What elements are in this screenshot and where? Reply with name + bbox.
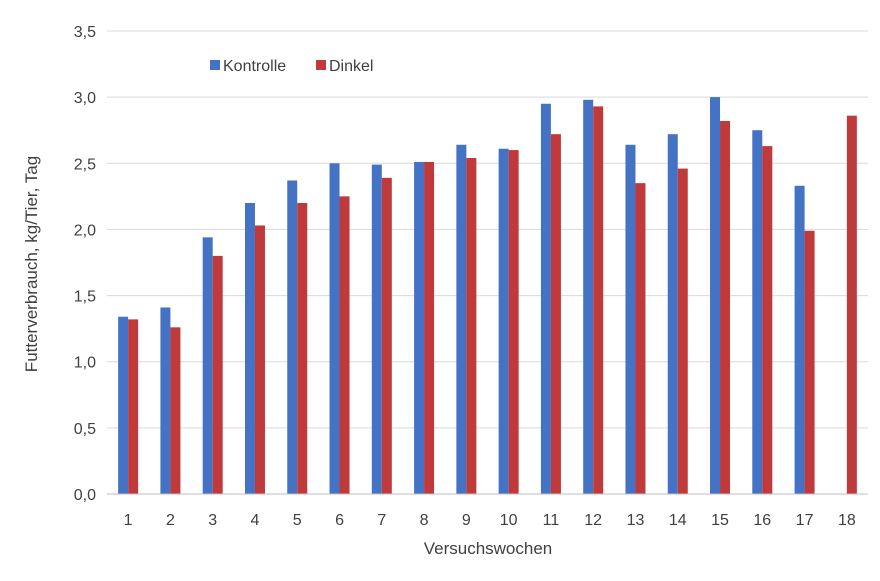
axes: 0,00,51,01,52,02,53,03,51 2 3 4 5 6 7 8 9 10 11 12 1… — [74, 24, 868, 529]
bar-kontrolle-6 — [329, 163, 340, 495]
x-tick-label: 9 — [462, 512, 471, 529]
bar-kontrolle-15 — [710, 97, 721, 495]
bar-dinkel-7 — [381, 177, 392, 494]
bar-dinkel-14 — [677, 168, 688, 494]
bar-dinkel-18 — [846, 115, 857, 495]
x-tick-label: 2 — [166, 512, 175, 529]
x-axis-title: Versuchswochen — [424, 539, 553, 558]
legend-label-kontrolle: Kontrolle — [223, 58, 286, 75]
x-tick-label: 7 — [377, 512, 386, 529]
bar-kontrolle-14 — [667, 134, 678, 494]
bar-kontrolle-7 — [371, 164, 382, 494]
x-tick-label: 10 — [500, 512, 518, 529]
y-axis-title: Futterverbrauch, kg/Tier, Tag — [22, 156, 41, 372]
x-tick-label: 1 — [124, 512, 133, 529]
legend-swatch-dinkel — [316, 60, 326, 70]
bar-dinkel-4 — [254, 225, 265, 494]
x-tick-label: 3 — [208, 512, 217, 529]
x-tick-label: 5 — [293, 512, 302, 529]
y-tick-label: 3,5 — [74, 24, 96, 41]
y-tick-label: 0,0 — [74, 487, 96, 504]
bar-kontrolle-3 — [202, 237, 213, 494]
bar-dinkel-17 — [804, 230, 815, 494]
bar-kontrolle-17 — [794, 185, 805, 494]
bar-dinkel-16 — [762, 146, 773, 495]
x-tick-label: 8 — [420, 512, 429, 529]
bar-dinkel-15 — [720, 120, 731, 494]
bar-dinkel-9 — [466, 157, 477, 494]
bar-dinkel-5 — [297, 202, 308, 494]
bar-dinkel-2 — [170, 327, 181, 494]
y-tick-label: 1,0 — [74, 355, 96, 372]
y-tick-label: 2,5 — [74, 156, 96, 173]
x-tick-label: 18 — [838, 512, 856, 529]
x-tick-label: 13 — [627, 512, 645, 529]
bar-dinkel-8 — [424, 161, 435, 494]
bar-kontrolle-13 — [625, 144, 636, 494]
bar-dinkel-1 — [128, 319, 139, 494]
bar-kontrolle-16 — [752, 130, 763, 494]
bar-dinkel-12 — [593, 106, 604, 494]
y-tick-label: 2,0 — [74, 222, 96, 239]
x-tick-label: 16 — [753, 512, 771, 529]
y-tick-label: 3,0 — [74, 90, 96, 107]
bar-kontrolle-12 — [583, 99, 594, 494]
bar-kontrolle-10 — [498, 148, 509, 494]
bar-dinkel-13 — [635, 183, 646, 494]
gridlines — [107, 30, 868, 429]
x-tick-label: 11 — [543, 512, 560, 529]
bar-dinkel-10 — [508, 150, 519, 495]
y-tick-label: 0,5 — [74, 421, 96, 438]
bar-kontrolle-5 — [287, 180, 298, 495]
bars — [118, 97, 857, 495]
bar-dinkel-6 — [339, 196, 350, 494]
bar-kontrolle-9 — [456, 144, 467, 494]
x-tick-label: 12 — [584, 512, 602, 529]
bar-dinkel-3 — [212, 255, 223, 494]
bar-kontrolle-8 — [414, 161, 425, 494]
bar-dinkel-11 — [550, 134, 561, 494]
legend-label-dinkel: Dinkel — [329, 58, 373, 75]
bar-kontrolle-2 — [160, 307, 171, 494]
legend-swatch-kontrolle — [210, 60, 220, 70]
legend: Kontrolle Dinkel — [210, 58, 373, 75]
bar-kontrolle-1 — [118, 316, 129, 494]
x-tick-label: 4 — [251, 512, 260, 529]
x-tick-label: 14 — [669, 512, 687, 529]
bar-kontrolle-4 — [244, 202, 255, 494]
y-tick-label: 1,5 — [74, 289, 96, 306]
bar-kontrolle-11 — [540, 103, 551, 494]
x-tick-label: 17 — [796, 512, 814, 529]
x-tick-label: 15 — [711, 512, 729, 529]
x-tick-label: 6 — [335, 512, 344, 529]
